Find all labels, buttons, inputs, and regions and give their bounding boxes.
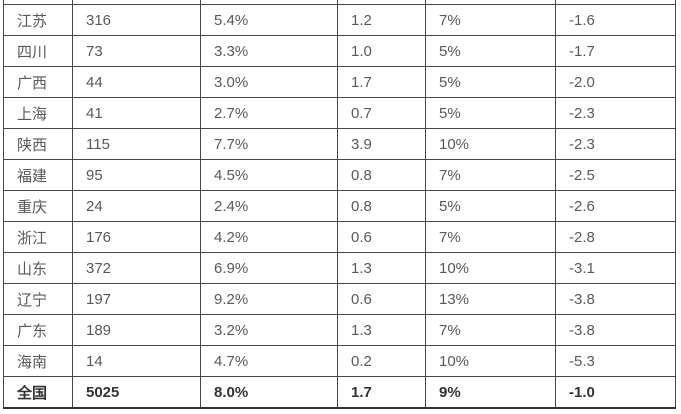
cell-value: -3.1 xyxy=(555,252,676,284)
table-row-cutoff xyxy=(3,0,676,5)
cell-value: 2.4% xyxy=(200,190,338,222)
cell-value: 44 xyxy=(72,66,201,98)
table-row: 广西 44 3.0% 1.7 5% -2.0 xyxy=(3,66,676,98)
cell-value: 24 xyxy=(72,190,201,222)
table-body: 江苏 316 5.4% 1.2 7% -1.6 四川 73 3.3% 1.0 5% -1.7 广西 44 3… xyxy=(3,0,676,409)
cell-value: 14 xyxy=(72,345,201,377)
cell-value: 41 xyxy=(72,97,201,129)
cell-value: 1.3 xyxy=(337,314,426,346)
cell-value: 7% xyxy=(425,159,556,191)
cell-value: 0.8 xyxy=(337,159,426,191)
cell-value: 10% xyxy=(425,252,556,284)
cell-region: 江苏 xyxy=(3,4,73,36)
table-row: 海南 14 4.7% 0.2 10% -5.3 xyxy=(3,345,676,377)
cell-region: 全国 xyxy=(3,376,73,409)
cell-region: 福建 xyxy=(3,159,73,191)
table-row: 上海 41 2.7% 0.7 5% -2.3 xyxy=(3,97,676,129)
cell-value: 4.7% xyxy=(200,345,338,377)
cell-value: 197 xyxy=(72,283,201,315)
cell-value: 0.7 xyxy=(337,97,426,129)
cell-region: 上海 xyxy=(3,97,73,129)
cell-value: 2.7% xyxy=(200,97,338,129)
table-row: 山东 372 6.9% 1.3 10% -3.1 xyxy=(3,252,676,284)
cell-value: 5% xyxy=(425,66,556,98)
cell-value: 1.7 xyxy=(337,66,426,98)
table-row: 浙江 176 4.2% 0.6 7% -2.8 xyxy=(3,221,676,253)
cell-value: -5.3 xyxy=(555,345,676,377)
cell-region: 辽宁 xyxy=(3,283,73,315)
cell-value: 189 xyxy=(72,314,201,346)
cell-value: 8.0% xyxy=(200,376,338,409)
cell-value: 0.6 xyxy=(337,221,426,253)
cell-value: -2.5 xyxy=(555,159,676,191)
cell-value: 73 xyxy=(72,35,201,67)
cell-value: 13% xyxy=(425,283,556,315)
cell-region: 山东 xyxy=(3,252,73,284)
cell-value: 0.8 xyxy=(337,190,426,222)
cell-value: 1.3 xyxy=(337,252,426,284)
cell-region: 陕西 xyxy=(3,128,73,160)
cell-value: -3.8 xyxy=(555,314,676,346)
table-row: 辽宁 197 9.2% 0.6 13% -3.8 xyxy=(3,283,676,315)
cell-region: 广西 xyxy=(3,66,73,98)
cell-value: 0.2 xyxy=(337,345,426,377)
cell-value: -3.8 xyxy=(555,283,676,315)
table-row: 陕西 115 7.7% 3.9 10% -2.3 xyxy=(3,128,676,160)
table-row: 福建 95 4.5% 0.8 7% -2.5 xyxy=(3,159,676,191)
cell-value: 7% xyxy=(425,314,556,346)
cell-value: 7% xyxy=(425,4,556,36)
cell-value: 372 xyxy=(72,252,201,284)
cell-value: 5% xyxy=(425,190,556,222)
cell-value: 1.7 xyxy=(337,376,426,409)
cell-region: 四川 xyxy=(3,35,73,67)
cell-value: 9% xyxy=(425,376,556,409)
cell-value: -1.6 xyxy=(555,4,676,36)
cell-value: 1.0 xyxy=(337,35,426,67)
cell-value: 5025 xyxy=(72,376,201,409)
cell-value: -2.3 xyxy=(555,97,676,129)
table-row: 重庆 24 2.4% 0.8 5% -2.6 xyxy=(3,190,676,222)
cell-value: 6.9% xyxy=(200,252,338,284)
table-row: 广东 189 3.2% 1.3 7% -3.8 xyxy=(3,314,676,346)
cell-value: 5% xyxy=(425,97,556,129)
cell-value: 9.2% xyxy=(200,283,338,315)
cell-value: -2.3 xyxy=(555,128,676,160)
table-row: 江苏 316 5.4% 1.2 7% -1.6 xyxy=(3,4,676,36)
cell-value: 3.2% xyxy=(200,314,338,346)
cell-value: -1.7 xyxy=(555,35,676,67)
cell-value: 3.9 xyxy=(337,128,426,160)
cell-region: 广东 xyxy=(3,314,73,346)
cell-value: 176 xyxy=(72,221,201,253)
cell-value: 7% xyxy=(425,221,556,253)
table-row-total: 全国 5025 8.0% 1.7 9% -1.0 xyxy=(3,376,676,409)
cell-value: 95 xyxy=(72,159,201,191)
cell-value: 3.3% xyxy=(200,35,338,67)
cell-value: -2.8 xyxy=(555,221,676,253)
cell-region: 海南 xyxy=(3,345,73,377)
cell-region: 浙江 xyxy=(3,221,73,253)
cell-value: 10% xyxy=(425,128,556,160)
cell-value: 3.0% xyxy=(200,66,338,98)
cell-region: 重庆 xyxy=(3,190,73,222)
table-row: 四川 73 3.3% 1.0 5% -1.7 xyxy=(3,35,676,67)
cell-value: -2.0 xyxy=(555,66,676,98)
cell-value: 0.6 xyxy=(337,283,426,315)
cell-value: 316 xyxy=(72,4,201,36)
cell-value: 10% xyxy=(425,345,556,377)
cell-value: 1.2 xyxy=(337,4,426,36)
cell-value: -1.0 xyxy=(555,376,676,409)
cell-value: 5.4% xyxy=(200,4,338,36)
cell-value: 115 xyxy=(72,128,201,160)
cell-value: 4.5% xyxy=(200,159,338,191)
cell-value: -2.6 xyxy=(555,190,676,222)
cell-value: 7.7% xyxy=(200,128,338,160)
cell-value: 5% xyxy=(425,35,556,67)
cell-value: 4.2% xyxy=(200,221,338,253)
data-table: 江苏 316 5.4% 1.2 7% -1.6 四川 73 3.3% 1.0 5% -1.7 广西 44 3… xyxy=(3,0,676,409)
